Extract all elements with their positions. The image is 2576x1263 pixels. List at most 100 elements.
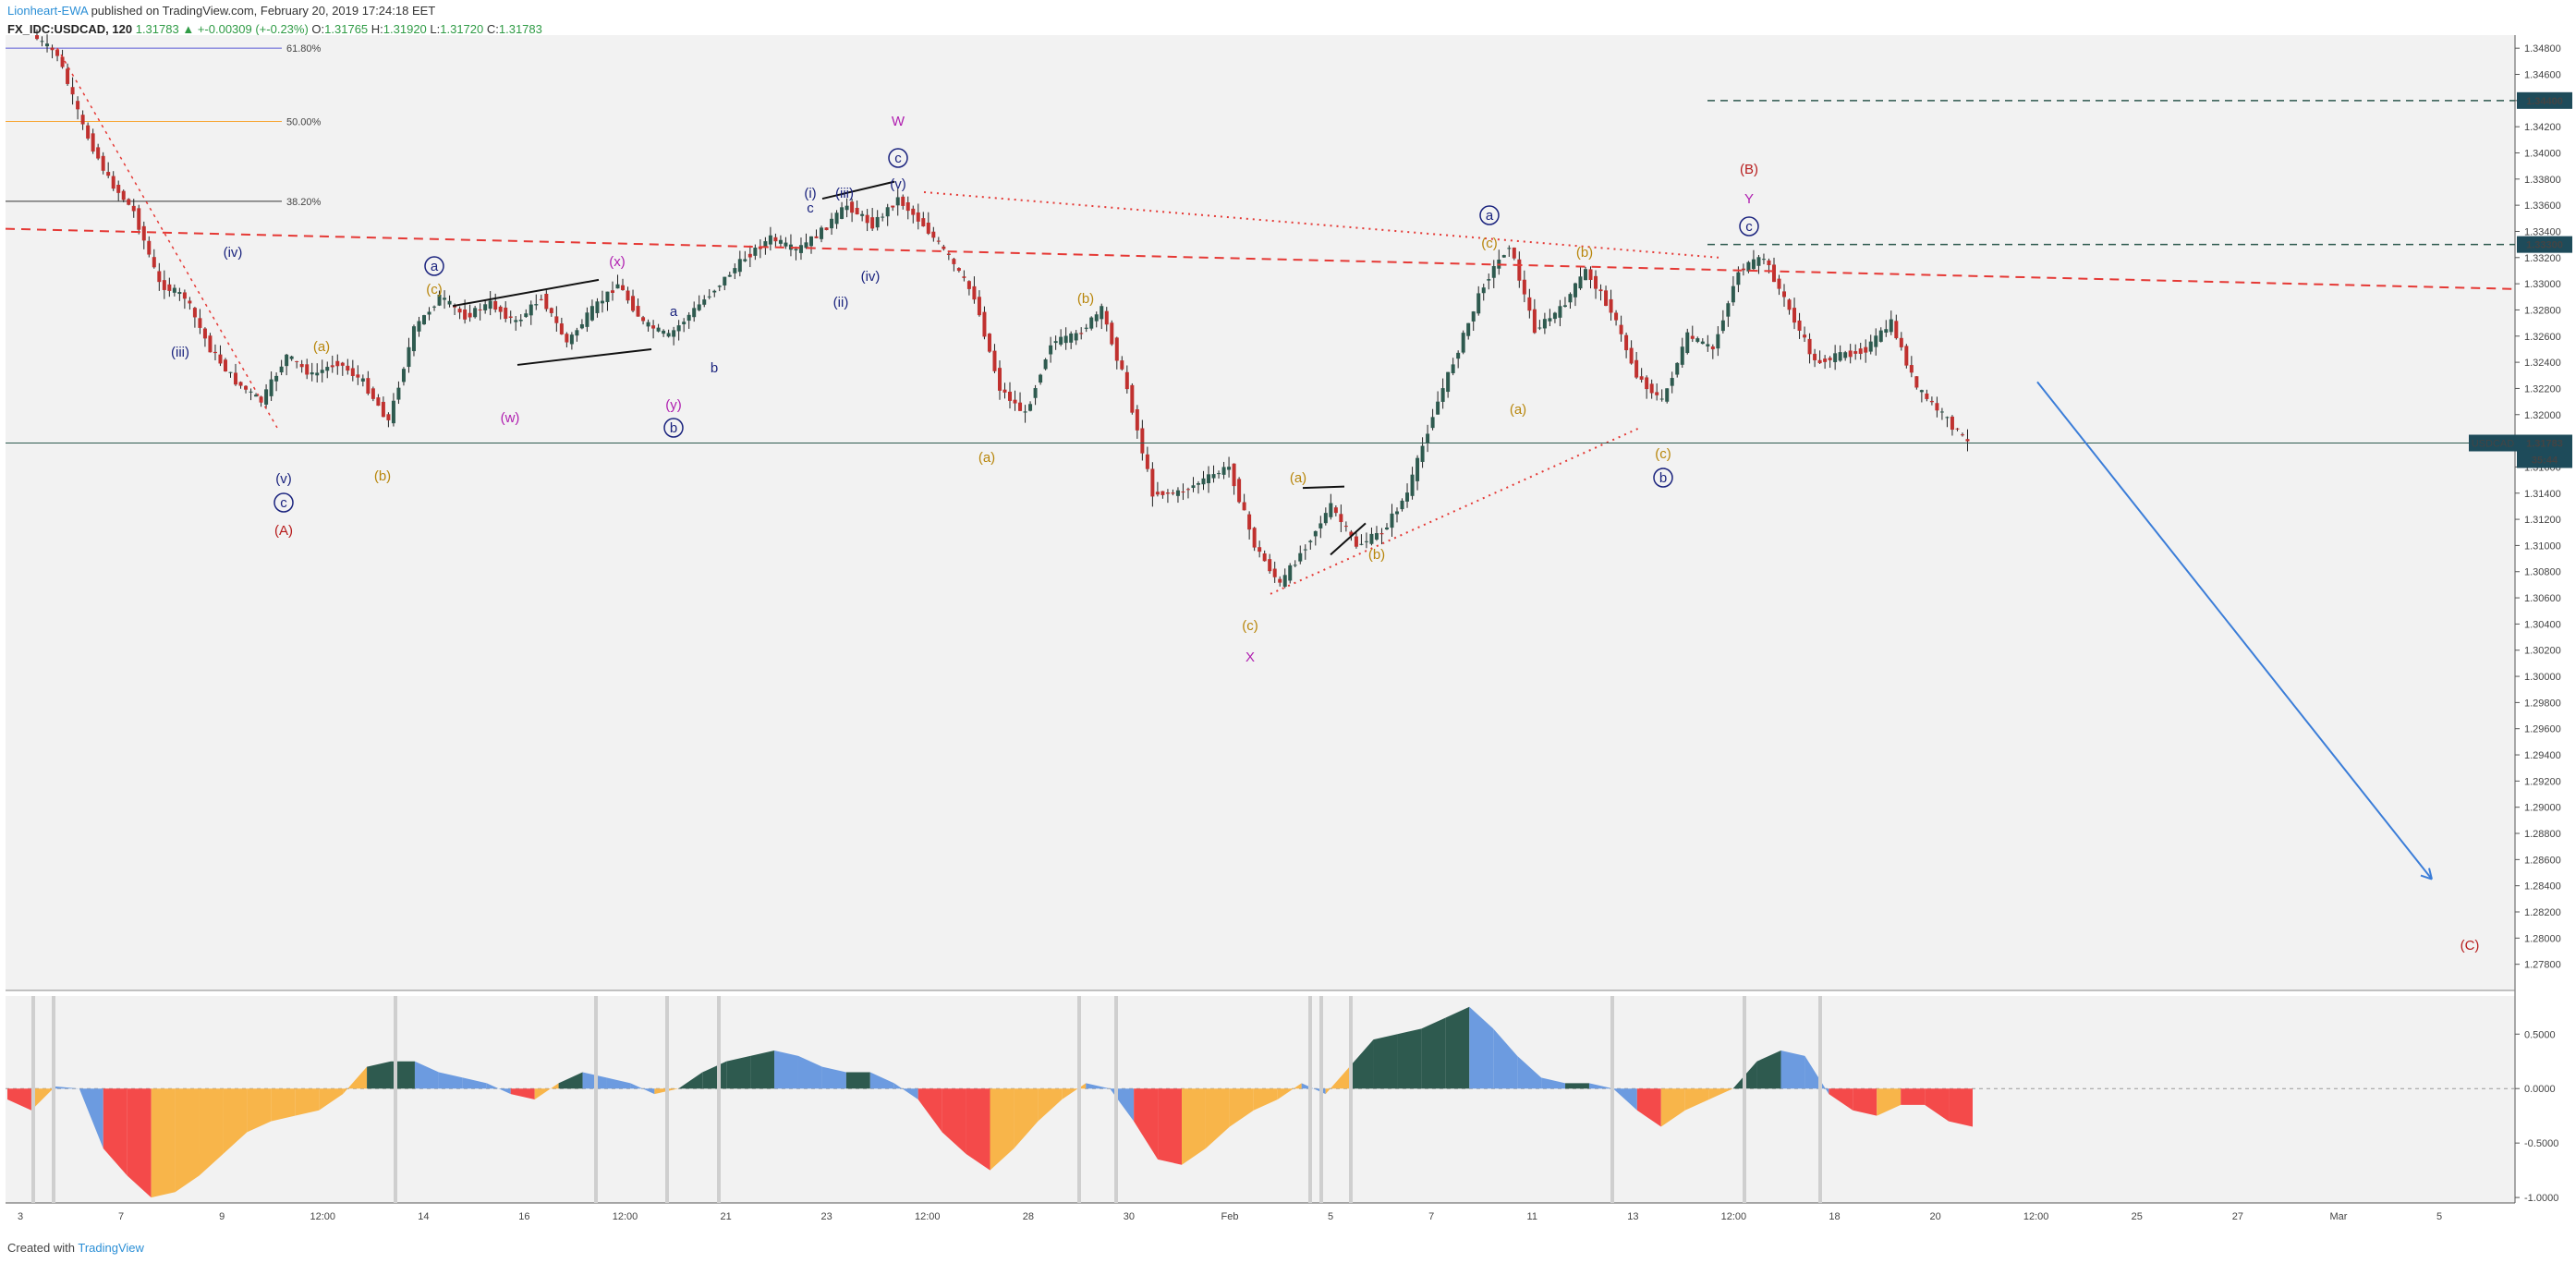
candle-body [672, 330, 676, 337]
candle-body [514, 320, 518, 322]
candle-body [1899, 337, 1903, 347]
osc-area-segment [630, 1083, 655, 1095]
candle-body [1792, 308, 1797, 323]
candle-body [936, 240, 941, 242]
candle-body [987, 334, 991, 352]
author-link[interactable]: Lionheart-EWA [7, 4, 88, 18]
candle-body [50, 47, 55, 51]
candle-body [1614, 312, 1619, 321]
candle-body [1207, 474, 1211, 483]
candle-body [1430, 417, 1435, 429]
candle-body [141, 225, 146, 241]
candle-body [1568, 294, 1573, 303]
wave-label: (ii) [833, 295, 849, 310]
candle-body [1303, 549, 1307, 551]
candle-body [391, 400, 395, 424]
candle-body [1008, 391, 1013, 401]
candle-body [1858, 348, 1863, 354]
candle-body [1955, 428, 1960, 430]
candle-body [1155, 492, 1160, 495]
candle-body [1828, 358, 1832, 360]
candle-body [111, 176, 115, 189]
projection-arrow [2036, 381, 2433, 880]
candle-body [295, 360, 299, 362]
osc-area-segment [1397, 1028, 1422, 1089]
countdown-tag-bg [2517, 451, 2572, 468]
candle-body [1130, 384, 1135, 413]
time-tick-label: 12:00 [613, 1211, 638, 1222]
candle-body [794, 249, 798, 251]
wave-label: a [670, 304, 678, 320]
candle-body [1416, 457, 1420, 481]
candle-body [798, 245, 803, 253]
candle-body [447, 300, 452, 305]
candle-body [966, 281, 971, 289]
osc-area-segment [990, 1088, 1015, 1171]
candle-body [1670, 378, 1674, 386]
candle-body [1094, 314, 1099, 322]
candle-body [264, 389, 269, 405]
candle-body [662, 330, 666, 334]
wave-label: Y [1744, 191, 1754, 207]
fib-level-label: 50.00% [286, 116, 322, 128]
candle-body [1247, 514, 1252, 530]
chart-header: Lionheart-EWA published on TradingView.c… [7, 2, 542, 39]
wave-label: (a) [1510, 402, 1526, 418]
wave-label: (iv) [224, 245, 243, 261]
price-tick-label: 1.29000 [2524, 803, 2561, 814]
candle-body [881, 216, 885, 218]
candle-body [1675, 362, 1680, 375]
candle-body [1268, 559, 1272, 572]
osc-area-segment [1901, 1088, 1926, 1105]
osc-area-segment [869, 1072, 894, 1089]
candle-body [1079, 333, 1084, 334]
candle-body [926, 222, 930, 234]
wave-label: (i) [804, 186, 816, 201]
candle-body [330, 365, 334, 368]
candle-body [152, 257, 156, 268]
candle-body [1318, 523, 1323, 528]
candle-body [1313, 530, 1318, 537]
candle-body [182, 292, 187, 299]
candle-body [977, 297, 981, 316]
osc-area-segment [1612, 1088, 1637, 1111]
candle-body [982, 311, 987, 337]
wave-circle [1739, 216, 1759, 237]
candle-body [605, 291, 610, 302]
osc-area-segment [558, 1072, 583, 1089]
candle-body [1395, 511, 1400, 515]
tradingview-logo[interactable]: TradingView [78, 1241, 144, 1255]
candle-body [1379, 533, 1384, 535]
candle-body [1720, 320, 1725, 332]
time-tick-label: 14 [418, 1211, 429, 1222]
osc-area-segment [319, 1088, 344, 1111]
footer: Created with TradingView [7, 1241, 144, 1255]
time-tick-label: 28 [1023, 1211, 1034, 1222]
channel-segment [821, 180, 895, 200]
candle-body [274, 375, 279, 382]
wave-label: (c) [426, 282, 443, 298]
resistance-trendline [5, 227, 2516, 290]
osc-area-segment [1134, 1088, 1159, 1160]
wave-label: a [1486, 208, 1494, 224]
candle-body [733, 268, 737, 273]
candle-body [1562, 305, 1567, 307]
osc-area-segment [606, 1077, 631, 1089]
main-pane [6, 35, 2515, 990]
candle-body [589, 306, 594, 321]
candle-body [1542, 319, 1547, 329]
symbol-label[interactable]: FX_IDC:USDCAD, 120 [7, 22, 133, 36]
osc-area-segment [79, 1088, 103, 1149]
osc-area-segment [1062, 1083, 1087, 1099]
candle-body [753, 247, 758, 256]
arrow-head [2420, 868, 2433, 880]
candle-body [1359, 543, 1364, 545]
candle-body [228, 371, 233, 373]
wave-label: c [280, 495, 287, 511]
candle-body [1584, 269, 1587, 281]
osc-area-segment [1949, 1088, 1973, 1127]
candle-body [1604, 290, 1609, 307]
candle-body [905, 201, 910, 212]
candle-body [1894, 321, 1899, 339]
